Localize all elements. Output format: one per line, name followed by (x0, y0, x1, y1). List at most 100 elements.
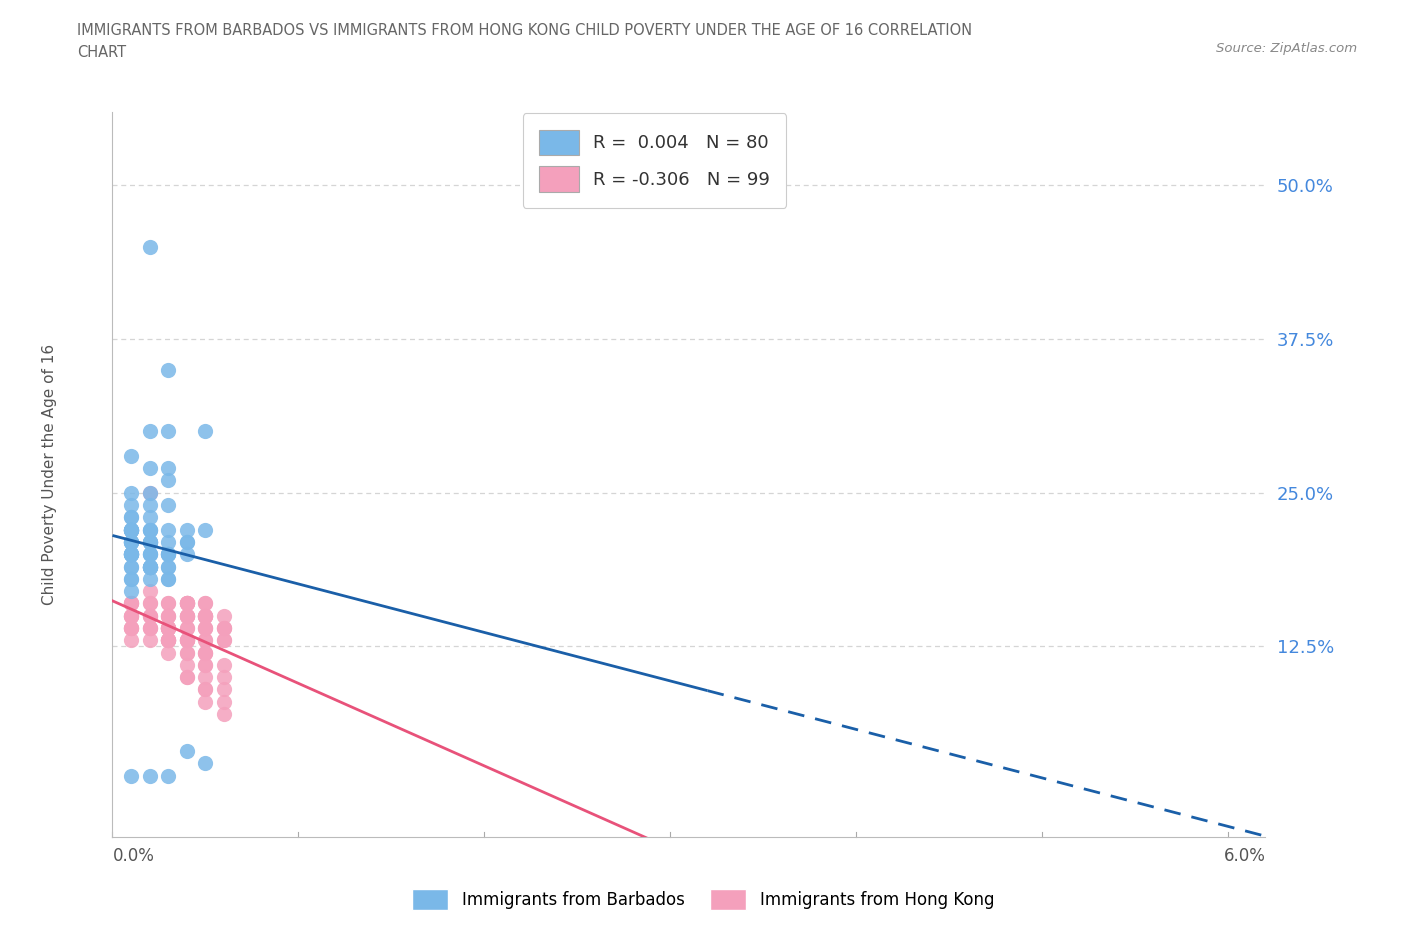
Point (157, 571, 180, 586)
Text: Source: ZipAtlas.com: Source: ZipAtlas.com (1216, 42, 1357, 55)
Point (194, 608, 217, 623)
Point (120, 522, 142, 537)
Point (194, 608, 217, 623)
Point (176, 632, 198, 647)
Point (176, 670, 198, 684)
Point (176, 632, 198, 647)
Point (212, 695, 235, 710)
Point (194, 620, 217, 635)
Point (194, 645, 217, 660)
Point (120, 522, 142, 537)
Point (176, 670, 198, 684)
Point (157, 596, 180, 611)
Point (157, 596, 180, 611)
Point (120, 608, 142, 623)
Point (157, 620, 180, 635)
Point (138, 620, 160, 635)
Point (120, 632, 142, 647)
Point (176, 608, 198, 623)
Point (120, 596, 142, 611)
Point (176, 608, 198, 623)
Point (157, 424, 180, 439)
Point (120, 522, 142, 537)
Point (212, 620, 235, 635)
Point (138, 239, 160, 254)
Point (212, 682, 235, 697)
Point (120, 608, 142, 623)
Point (157, 473, 180, 488)
Point (157, 632, 180, 647)
Point (176, 596, 198, 611)
Point (194, 670, 217, 684)
Point (176, 632, 198, 647)
Point (138, 485, 160, 500)
Point (176, 535, 198, 550)
Point (138, 522, 160, 537)
Point (157, 620, 180, 635)
Point (157, 498, 180, 512)
Point (157, 535, 180, 550)
Point (194, 522, 217, 537)
Point (120, 571, 142, 586)
Point (176, 608, 198, 623)
Point (120, 547, 142, 562)
Point (120, 596, 142, 611)
Text: Child Poverty Under the Age of 16: Child Poverty Under the Age of 16 (42, 344, 56, 604)
Point (157, 608, 180, 623)
Text: IMMIGRANTS FROM BARBADOS VS IMMIGRANTS FROM HONG KONG CHILD POVERTY UNDER THE AG: IMMIGRANTS FROM BARBADOS VS IMMIGRANTS F… (77, 23, 973, 38)
Point (194, 608, 217, 623)
Point (120, 620, 142, 635)
Point (138, 424, 160, 439)
Point (120, 547, 142, 562)
Point (212, 658, 235, 672)
Text: 6.0%: 6.0% (1223, 847, 1265, 865)
Point (157, 632, 180, 647)
Point (138, 510, 160, 525)
Point (120, 584, 142, 599)
Point (120, 559, 142, 574)
Point (194, 658, 217, 672)
Point (194, 682, 217, 697)
Point (176, 522, 198, 537)
Point (194, 620, 217, 635)
Point (194, 608, 217, 623)
Point (138, 632, 160, 647)
Point (157, 632, 180, 647)
Point (194, 645, 217, 660)
Point (138, 535, 160, 550)
Point (138, 547, 160, 562)
Point (176, 632, 198, 647)
Point (138, 460, 160, 475)
Point (194, 632, 217, 647)
Point (176, 632, 198, 647)
Point (120, 620, 142, 635)
Legend: R =  0.004   N = 80, R = -0.306   N = 99: R = 0.004 N = 80, R = -0.306 N = 99 (523, 113, 786, 207)
Point (138, 584, 160, 599)
Point (212, 670, 235, 684)
Point (120, 510, 142, 525)
Point (157, 608, 180, 623)
Point (120, 620, 142, 635)
Point (138, 620, 160, 635)
Point (194, 608, 217, 623)
Point (120, 498, 142, 512)
Point (157, 363, 180, 378)
Point (176, 596, 198, 611)
Point (138, 547, 160, 562)
Point (120, 547, 142, 562)
Point (120, 522, 142, 537)
Point (120, 522, 142, 537)
Point (138, 559, 160, 574)
Point (194, 682, 217, 697)
Point (157, 608, 180, 623)
Point (212, 608, 235, 623)
Point (120, 535, 142, 550)
Text: CHART: CHART (77, 45, 127, 60)
Point (157, 620, 180, 635)
Point (138, 535, 160, 550)
Point (120, 547, 142, 562)
Point (138, 559, 160, 574)
Point (138, 535, 160, 550)
Point (138, 498, 160, 512)
Point (194, 596, 217, 611)
